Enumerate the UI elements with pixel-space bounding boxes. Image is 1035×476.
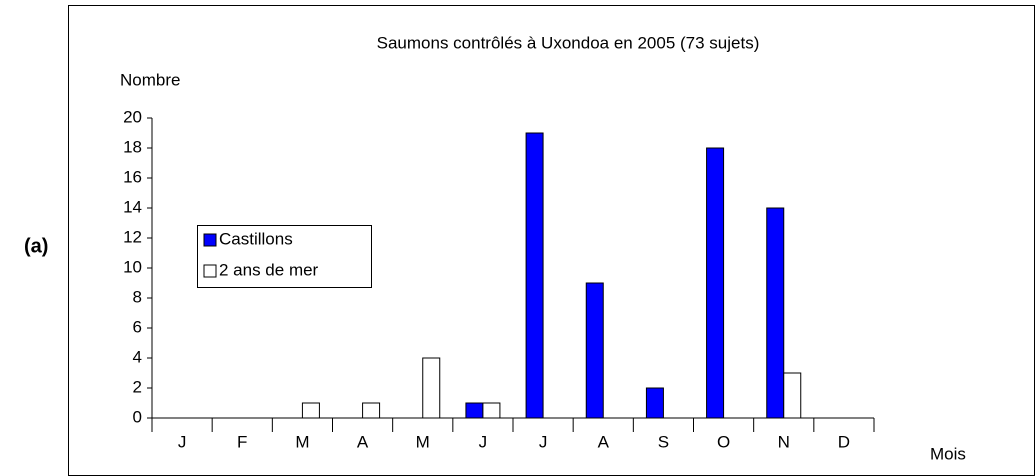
- y-tick-label: 14: [123, 197, 142, 216]
- y-tick-label: 8: [133, 287, 142, 306]
- y-tick-label: 0: [133, 407, 142, 426]
- y-tick-label: 10: [123, 257, 142, 276]
- y-axis-label: Nombre: [120, 70, 180, 89]
- chart-title: Saumons contrôlés à Uxondoa en 2005 (73 …: [377, 33, 760, 52]
- bar: [362, 402, 381, 419]
- x-tick-label: O: [717, 432, 730, 451]
- y-tick-label: 6: [133, 317, 142, 336]
- y-tick-label: 4: [133, 347, 142, 366]
- bar: [766, 207, 785, 419]
- bar: [645, 387, 664, 419]
- y-tick-label: 18: [123, 137, 142, 156]
- x-tick-label: F: [237, 432, 247, 451]
- legend-label: Castillons: [219, 229, 293, 248]
- y-tick-label: 16: [123, 167, 142, 186]
- bar: [301, 402, 320, 419]
- legend-box: [197, 225, 372, 288]
- legend-label: 2 ans de mer: [219, 260, 319, 279]
- bar: [465, 402, 484, 419]
- y-tick-label: 20: [123, 107, 142, 126]
- bar: [482, 402, 501, 419]
- x-tick-label: J: [178, 432, 187, 451]
- x-tick-label: D: [838, 432, 850, 451]
- x-tick-label: N: [778, 432, 790, 451]
- legend-swatch: [203, 264, 217, 278]
- legend-swatch: [203, 233, 217, 247]
- y-tick-label: 12: [123, 227, 142, 246]
- x-tick-label: A: [598, 432, 610, 451]
- x-axis-label: Mois: [930, 444, 966, 463]
- y-tick-label: 2: [133, 377, 142, 396]
- panel-label: (a): [24, 235, 48, 257]
- x-tick-label: J: [539, 432, 548, 451]
- bar: [783, 372, 802, 419]
- bar: [585, 282, 604, 419]
- x-tick-label: M: [295, 432, 309, 451]
- bar: [525, 132, 544, 419]
- bar: [706, 147, 725, 419]
- x-tick-label: S: [658, 432, 669, 451]
- x-tick-label: J: [479, 432, 488, 451]
- bar: [422, 357, 441, 419]
- x-tick-label: M: [416, 432, 430, 451]
- x-tick-label: A: [357, 432, 369, 451]
